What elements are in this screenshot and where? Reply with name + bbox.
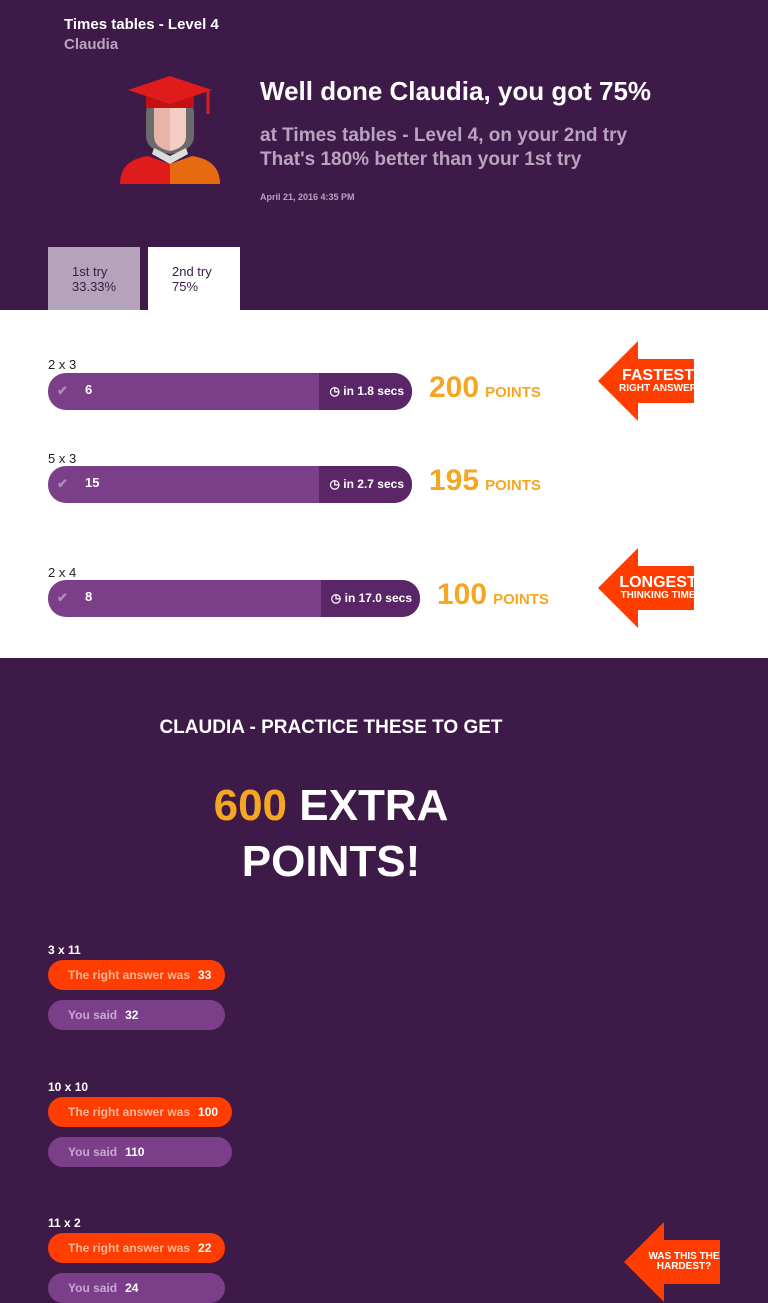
check-icon: ✔ [57, 383, 68, 398]
user-name: Claudia [64, 36, 119, 53]
clock-icon: ◷ [330, 591, 342, 605]
badge-text: FASTEST [621, 367, 694, 384]
badge-text: HARDEST? [656, 1261, 712, 1272]
practice-question: 3 x 11 [48, 943, 81, 957]
answer-value: 8 [85, 589, 93, 604]
you-said-pill: You said 32 [48, 1000, 225, 1030]
arrow-left-icon [624, 1222, 720, 1302]
badge-arrow: WAS THIS THE HARDEST? [624, 1222, 724, 1302]
points-earned: 195 POINTS [429, 464, 541, 497]
result-date: April 21, 2016 4:35 PM [260, 192, 355, 202]
answer-value: 15 [85, 475, 100, 490]
question-label: 2 x 3 [48, 357, 77, 372]
tab-1st-try[interactable]: 1st try 33.33% [48, 247, 140, 310]
answer-bar: ✔ 15 ◷ in 2.7 secs [48, 466, 412, 503]
answer-value: 6 [85, 382, 93, 397]
question-label: 2 x 4 [48, 565, 77, 580]
check-icon: ✔ [57, 476, 68, 491]
points-earned: 100 POINTS [437, 578, 549, 611]
points-label: POINTS! [241, 837, 421, 886]
you-said-pill: You said 110 [48, 1137, 232, 1167]
you-said-pill: You said 24 [48, 1273, 225, 1303]
graduate-avatar-icon [120, 76, 220, 184]
answer-bar: ✔ 8 ◷ in 17.0 secs [48, 580, 420, 617]
badge-text: THINKING TIME [620, 590, 696, 601]
right-answer-pill: The right answer was 100 [48, 1097, 232, 1127]
quiz-title: Times tables - Level 4 [64, 16, 219, 33]
badge-arrow: FASTEST RIGHT ANSWER [598, 341, 698, 421]
tab-2nd-try[interactable]: 2nd try 75% [148, 247, 240, 310]
badge-text: WAS THIS THE [648, 1251, 720, 1262]
tab-label: 2nd try [172, 264, 212, 279]
result-headline: Well done Claudia, you got 75% [260, 76, 652, 106]
check-icon: ✔ [57, 590, 68, 605]
tab-score: 75% [172, 279, 199, 294]
practice-question: 11 x 2 [48, 1216, 81, 1230]
answer-bar: ✔ 6 ◷ in 1.8 secs [48, 373, 412, 410]
arrow-left-icon [598, 341, 694, 421]
practice-question: 10 x 10 [48, 1080, 89, 1094]
practice-title: CLAUDIA - PRACTICE THESE TO GET [159, 717, 503, 738]
badge-text: LONGEST [619, 574, 697, 591]
extra-points-number: 600 [213, 781, 288, 830]
time-taken: ◷ in 1.8 secs [319, 373, 412, 410]
extra-points-heading: 600 EXTRA POINTS! [0, 778, 662, 890]
badge-text: RIGHT ANSWER [619, 383, 697, 394]
extra-label: EXTRA [299, 781, 449, 830]
time-taken: ◷ in 2.7 secs [319, 466, 412, 503]
arrow-left-icon [598, 548, 694, 628]
improvement-text: That's 180% better than your 1st try [260, 149, 582, 170]
question-label: 5 x 3 [48, 451, 77, 466]
time-taken: ◷ in 17.0 secs [320, 580, 420, 617]
result-subtitle: at Times tables - Level 4, on your 2nd t… [260, 125, 628, 146]
points-earned: 200 POINTS [429, 371, 541, 404]
right-answer-pill: The right answer was 33 [48, 960, 225, 990]
tab-label: 1st try [72, 264, 108, 279]
clock-icon: ◷ [329, 477, 340, 491]
clock-icon: ◷ [329, 384, 340, 398]
badge-arrow: LONGEST THINKING TIME [598, 548, 698, 628]
tab-score: 33.33% [72, 279, 117, 294]
right-answer-pill: The right answer was 22 [48, 1233, 225, 1263]
